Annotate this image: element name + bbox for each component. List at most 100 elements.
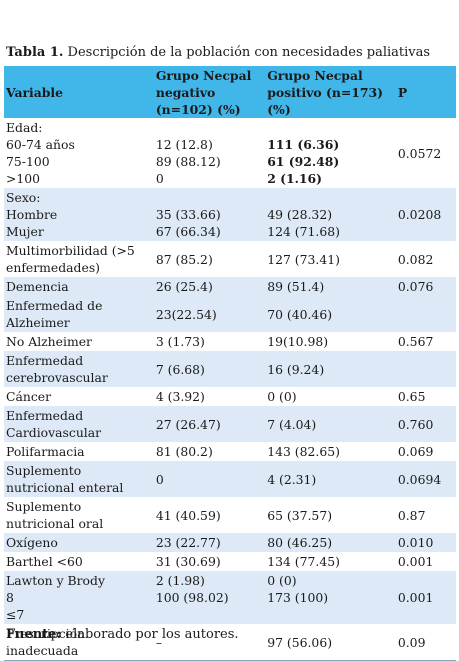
positive-group-cell-line: 0 (0) — [267, 573, 297, 588]
positive-group-cell-line: 80 (46.25) — [267, 535, 333, 550]
positive-group-cell: 134 (77.45) — [265, 552, 396, 571]
variable-cell-line: Mujer — [6, 224, 44, 239]
table-header-row: Variable Grupo Necpal negativo (n=102) (… — [4, 66, 456, 118]
negative-group-cell-line: 23(22.54) — [155, 306, 217, 322]
variable-cell: Polifarmacia — [4, 442, 154, 461]
table-row: Multimorbilidad (>5 enfermedades) 87 (85.2… — [4, 241, 456, 277]
variable-cell: Suplemento nutricional enteral — [4, 461, 154, 497]
variable-cell-line: Edad: — [6, 120, 43, 135]
p-value-cell: 0.567 — [397, 334, 434, 349]
table-row: Enfermedad cerebrovascular 7 (6.68) 16 (9.2… — [4, 351, 456, 387]
positive-group-cell: 65 (37.57) — [265, 497, 396, 533]
variable-cell-line: Demencia — [6, 279, 69, 294]
variable-cell: Barthel <60 — [4, 552, 154, 571]
negative-group-cell-line: ​ — [156, 606, 263, 623]
negative-group-cell: 26 (25.4) — [154, 277, 265, 296]
p-value-cell: 0.0694 — [397, 471, 442, 487]
variable-cell-line: Suplemento — [6, 463, 82, 478]
variable-cell-line: Barthel <60 — [6, 554, 83, 569]
variable-cell-line: ≤7 — [6, 607, 25, 622]
positive-group-cell: 19(10.98) — [265, 332, 396, 351]
p-value-cell: 0.0572 — [397, 145, 442, 161]
negative-group-cell-line: 2 (1.98) — [155, 573, 205, 588]
p-value-cell: 0.87 — [397, 507, 426, 523]
positive-group-cell-line: 127 (73.41) — [267, 251, 340, 267]
variable-cell-line: Enfermedad de — [6, 298, 103, 313]
positive-group-cell-line: 124 (71.68) — [267, 224, 340, 239]
header-pos-line: Grupo Necpal — [267, 67, 363, 83]
positive-group-cell-line: 7 (4.04) — [267, 416, 317, 432]
variable-cell-line: Cáncer — [6, 389, 52, 404]
negative-group-cell: 31 (30.69) — [154, 552, 265, 571]
negative-group-cell-line: 26 (25.4) — [155, 279, 213, 294]
positive-group-cell-line: 143 (82.65) — [267, 444, 340, 459]
variable-cell: Multimorbilidad (>5 enfermedades) — [4, 241, 154, 277]
negative-group-cell-line: 27 (26.47) — [155, 416, 221, 432]
negative-group-cell-line: 67 (66.34) — [155, 224, 221, 239]
caption-label: Tabla 1. — [6, 45, 64, 60]
table-row: Enfermedad de Alzheimer 23(22.54) 70 (40.46… — [4, 296, 456, 332]
p-value-cell: 0.010 — [397, 535, 434, 550]
positive-group-cell-line: 49 (28.32) — [267, 207, 333, 222]
negative-group-cell: 4 (3.92) — [154, 387, 265, 406]
variable-cell-line: enfermedades) — [6, 260, 101, 275]
positive-group-cell: 0 (0) 173 (100)​ — [265, 571, 396, 624]
header-pos-line: positivo (n=173) — [267, 84, 383, 100]
table-caption: Tabla 1. Descripción de la población con… — [6, 45, 430, 60]
positive-group-cell: 7 (4.04) — [265, 406, 396, 442]
table-row: Cáncer 4 (3.92) 0 (0) 0.65 — [4, 387, 456, 406]
table-row: Oxígeno 23 (22.77) 80 (46.25) 0.010 — [4, 533, 456, 552]
table-row: Polifarmacia 81 (80.2) 143 (82.65) 0.069 — [4, 442, 456, 461]
negative-group-cell-line: 23 (22.77) — [155, 535, 221, 550]
table-source: Fuente: elaborado por los autores. — [6, 627, 239, 642]
source-label: Fuente: — [6, 627, 62, 642]
positive-group-cell-line: 173 (100) — [267, 590, 329, 605]
variable-cell-line: Cardiovascular — [6, 425, 102, 440]
negative-group-cell-line: 0 — [155, 171, 164, 186]
table-row: Suplemento nutricional enteral 0 4 (2.31) 0.… — [4, 461, 456, 497]
positive-group-cell: 97 (56.06) — [265, 624, 396, 661]
variable-cell: Suplemento nutricional oral — [4, 497, 154, 533]
variable-cell-line: Suplemento — [6, 499, 82, 514]
variable-cell-line: Enfermedad — [6, 353, 84, 368]
caption-text: Descripción de la población con necesida… — [63, 45, 431, 60]
variable-cell-line: Hombre — [6, 207, 58, 222]
positive-group-cell: 4 (2.31) — [265, 461, 396, 497]
p-value-cell: 0.760 — [397, 416, 434, 432]
negative-group-cell: 87 (85.2) — [154, 241, 265, 277]
variable-cell-line: 75-100 — [6, 154, 50, 169]
negative-group-cell-line: 41 (40.59) — [155, 507, 221, 523]
positive-group-cell-line: ​ — [267, 606, 394, 623]
negative-group-cell-line: 87 (85.2) — [155, 251, 213, 267]
variable-cell-line: 8 — [6, 590, 14, 605]
table-row: Demencia 26 (25.4) 89 (51.4) 0.076 — [4, 277, 456, 296]
negative-group-cell: ​12 (12.8) 89 (88.12) 0 — [154, 118, 265, 188]
p-value-cell — [396, 296, 456, 332]
positive-group-cell: ​111 (6.36) 61 (92.48) 2 (1.16) — [265, 118, 396, 188]
negative-group-cell: 23(22.54) — [154, 296, 265, 332]
variable-cell-line: nutricional oral — [6, 516, 104, 531]
p-value-cell: 0.082 — [397, 251, 434, 267]
variable-cell-line: Lawton y Brody — [6, 573, 105, 588]
positive-group-cell: 127 (73.41) — [265, 241, 396, 277]
variable-cell-line: Oxígeno — [6, 535, 58, 550]
table-row: Suplemento nutricional oral 41 (40.59) 65 (… — [4, 497, 456, 533]
negative-group-cell-line: 3 (1.73) — [155, 334, 205, 349]
p-value-cell: 0.001 — [397, 590, 434, 605]
p-value-cell: 0.09 — [395, 624, 456, 661]
p-value-cell: 0.65 — [397, 389, 426, 404]
variable-cell-line: cerebrovascular — [6, 370, 108, 385]
variable-cell: Enfermedad de Alzheimer — [4, 296, 154, 332]
negative-group-cell: 7 (6.68) — [154, 351, 265, 387]
header-p-value: P — [397, 84, 408, 100]
negative-group-cell-line: 7 (6.68) — [155, 361, 205, 377]
table-row: Barthel <60 31 (30.69) 134 (77.45) 0.001 — [4, 552, 456, 571]
negative-group-cell-line: 12 (12.8) — [155, 137, 213, 152]
positive-group-cell-line: 16 (9.24) — [267, 361, 325, 377]
p-value-cell — [396, 351, 456, 387]
p-value-cell: 0.0208 — [397, 207, 442, 222]
p-value-cell: 0.069 — [397, 444, 434, 459]
variable-cell-line: nutricional enteral — [6, 480, 124, 495]
